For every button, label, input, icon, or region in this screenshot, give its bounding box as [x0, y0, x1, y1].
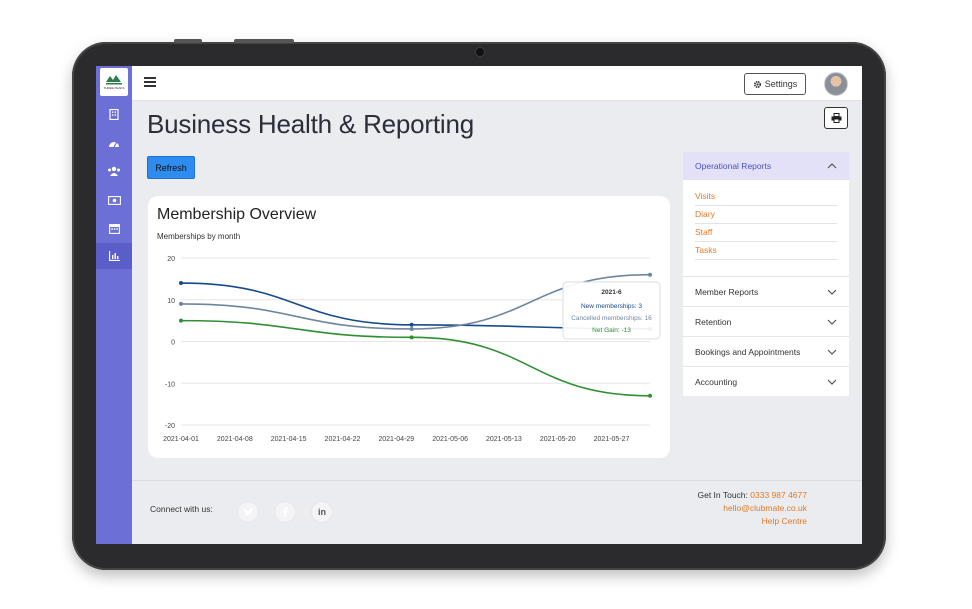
sidebar-item-payments[interactable] [96, 187, 132, 213]
get-in-touch-label: Get In Touch: [697, 490, 748, 500]
sidebar-item-dashboard[interactable] [96, 130, 132, 156]
operational-reports-title: Operational Reports [695, 161, 772, 171]
print-button[interactable] [824, 107, 848, 129]
data-point [409, 322, 414, 327]
accordion-member-reports[interactable]: Member Reports [683, 276, 849, 306]
x-tick-label: 2021-05-13 [486, 436, 522, 443]
page-title: Business Health & Reporting [147, 109, 475, 139]
accordion-item-label: Member Reports [695, 286, 759, 297]
y-tick-label: 0 [171, 340, 175, 347]
accordion-item-label: Retention [695, 316, 732, 327]
users-icon [108, 166, 120, 176]
building-icon [109, 108, 119, 120]
reports-accordion: Operational Reports Visits Diary Staff T… [683, 152, 849, 396]
sidebar: THREE PEAKS [96, 66, 132, 544]
operational-reports-links: Visits Diary Staff Tasks [683, 180, 849, 276]
tooltip-line: Net Gain: -13 [592, 327, 631, 334]
y-tick-label: 10 [167, 298, 175, 305]
report-link-staff[interactable]: Staff [695, 224, 837, 242]
phone-link[interactable]: 0333 987 4677 [750, 490, 807, 500]
report-link-visits[interactable]: Visits [695, 188, 837, 206]
chevron-up-icon [827, 163, 837, 169]
club-logo[interactable]: THREE PEAKS [100, 68, 128, 96]
chevron-down-icon [827, 289, 837, 295]
contact-info: Get In Touch: 0333 987 4677 hello@clubma… [697, 489, 807, 528]
camera-icon [476, 48, 484, 56]
chart-tooltip [562, 281, 661, 340]
user-avatar[interactable] [824, 72, 848, 96]
data-point [179, 318, 183, 323]
y-tick-label: -10 [165, 381, 175, 388]
x-tick-label: 2021-04-22 [325, 436, 361, 443]
gear-icon [753, 80, 761, 88]
x-tick-label: 2021-04-15 [271, 436, 307, 443]
menu-toggle-icon[interactable] [144, 77, 156, 87]
accordion-item-label: Bookings and Appointments [695, 346, 801, 357]
printer-icon [831, 113, 841, 123]
x-tick-label: 2021-05-27 [594, 436, 630, 443]
x-tick-label: 2021-04-29 [378, 436, 414, 443]
help-centre-link[interactable]: Help Centre [761, 516, 807, 526]
accordion-bookings[interactable]: Bookings and Appointments [683, 336, 849, 366]
tooltip-title: 2021-6 [601, 289, 622, 296]
dashboard-gauge-icon [109, 142, 119, 148]
accordion-item-label: Accounting [695, 376, 738, 387]
data-point [179, 301, 183, 306]
report-link-diary[interactable]: Diary [695, 206, 837, 224]
chevron-down-icon [827, 349, 837, 355]
data-point [648, 393, 652, 398]
sidebar-item-members[interactable] [96, 158, 132, 184]
x-tick-label: 2021-05-20 [540, 436, 576, 443]
chevron-down-icon [827, 319, 837, 325]
connect-label: Connect with us: [150, 504, 213, 514]
refresh-button[interactable]: Refresh [147, 156, 195, 179]
chevron-down-icon [827, 379, 837, 385]
svg-text:THREE PEAKS: THREE PEAKS [103, 86, 124, 90]
x-tick-label: 2021-05-06 [432, 436, 468, 443]
settings-button[interactable]: Settings [744, 73, 806, 95]
footer: Connect with us: in Get In Touch: 0333 9… [132, 480, 862, 544]
sidebar-item-reporting[interactable] [96, 243, 132, 269]
operational-reports-header[interactable]: Operational Reports [683, 152, 849, 180]
data-point [409, 335, 414, 340]
y-tick-label: -20 [165, 423, 175, 430]
device-volume-button [174, 39, 202, 43]
email-link[interactable]: hello@clubmate.co.uk [723, 503, 807, 513]
money-icon [107, 195, 121, 205]
sidebar-item-calendar[interactable] [96, 215, 132, 241]
y-tick-label: 20 [167, 256, 175, 263]
x-tick-label: 2021-04-08 [217, 436, 253, 443]
x-tick-label: 2021-04-01 [163, 436, 199, 443]
calendar-icon [108, 223, 120, 234]
facebook-icon[interactable] [274, 501, 296, 523]
twitter-icon[interactable] [237, 501, 259, 523]
logo-icon: THREE PEAKS [103, 75, 125, 90]
card-subtitle: Memberships by month [157, 232, 241, 241]
settings-label: Settings [764, 79, 798, 89]
accordion-accounting[interactable]: Accounting [683, 366, 849, 396]
sidebar-item-venues[interactable] [96, 101, 132, 127]
membership-overview-card: Membership Overview Memberships by month… [148, 196, 670, 458]
device-power-button [234, 39, 294, 43]
app-screen: THREE PEAKS [96, 66, 862, 544]
membership-line-chart[interactable]: 20 10 0 -10 -20 2021-04-01 2021-04-08 2021-04-1… [148, 196, 670, 458]
card-title: Membership Overview [157, 206, 317, 223]
accordion-retention[interactable]: Retention [683, 306, 849, 336]
top-bar: Settings [132, 66, 862, 101]
tooltip-line: Cancelled memberships: 16 [571, 315, 652, 322]
data-point [409, 326, 414, 331]
bar-chart-icon [108, 251, 120, 261]
data-point [648, 272, 652, 277]
tooltip-line: New memberships: 3 [581, 303, 642, 310]
data-point [179, 281, 183, 286]
report-link-tasks[interactable]: Tasks [695, 242, 837, 260]
linkedin-icon[interactable]: in [311, 501, 333, 523]
